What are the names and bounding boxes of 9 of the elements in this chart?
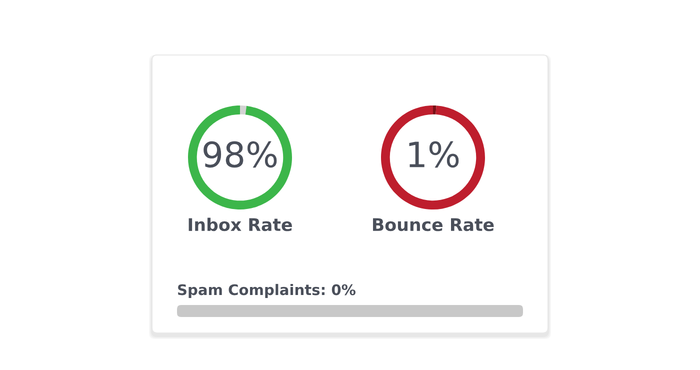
text: Inbox Rate (188, 218, 292, 232)
text: Bounce Rate (373, 218, 494, 232)
donut-slice (381, 106, 485, 210)
donut-slice (188, 106, 292, 210)
donut-slice (240, 106, 247, 115)
data-label: 98% (204, 141, 277, 168)
text: Spam Complaints: 0% (178, 284, 356, 298)
data-label: 1% (409, 141, 459, 168)
donut-slice (433, 106, 436, 114)
